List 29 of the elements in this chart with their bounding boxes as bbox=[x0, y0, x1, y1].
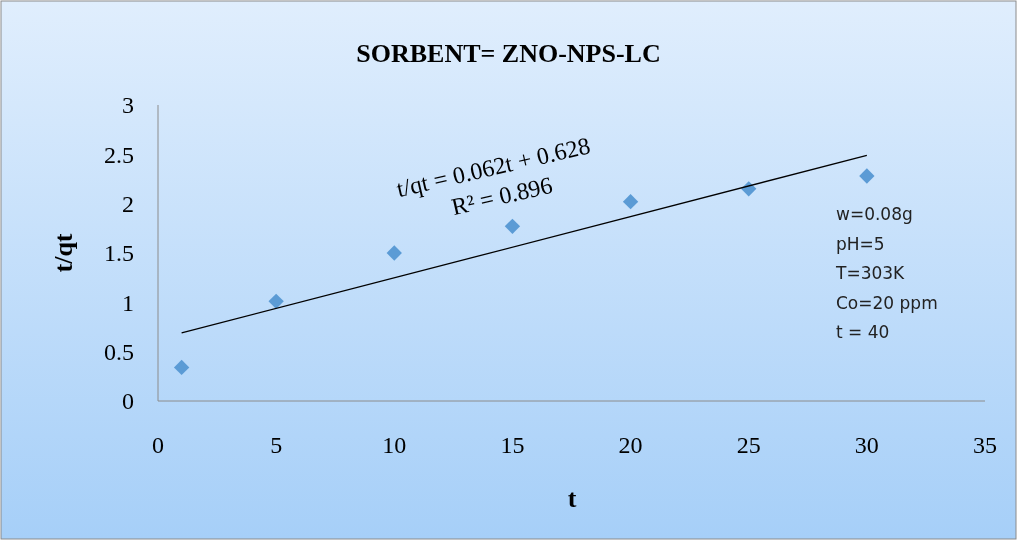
y-tick-label: 0.5 bbox=[104, 339, 134, 366]
annotation: w=0.08g bbox=[836, 204, 913, 224]
x-tick-label: 0 bbox=[152, 432, 164, 458]
x-tick-label: 25 bbox=[736, 432, 761, 458]
y-axis-title: t/qt bbox=[49, 233, 78, 273]
point bbox=[504, 218, 521, 235]
annotation: T=303K bbox=[835, 263, 906, 283]
y-tick-label: 1.5 bbox=[104, 240, 134, 267]
y-tick-label: 0 bbox=[122, 388, 134, 415]
x-axis-title: t bbox=[567, 484, 577, 513]
x-tick-label: 20 bbox=[618, 432, 643, 458]
point bbox=[268, 293, 284, 310]
chart-title: SORBENT= ZNO-NPS-LC bbox=[356, 39, 661, 68]
point bbox=[859, 168, 875, 184]
annotation: t = 40 bbox=[836, 322, 890, 342]
annotation: Co=20 ppm bbox=[836, 292, 938, 313]
point bbox=[386, 245, 402, 261]
x-tick-label: 15 bbox=[500, 432, 525, 458]
y-tick-label: 1 bbox=[122, 289, 134, 316]
point bbox=[622, 194, 639, 210]
y-tick-label: 2.5 bbox=[104, 141, 134, 168]
x-tick-label: 10 bbox=[382, 432, 407, 458]
annotation: pH=5 bbox=[836, 233, 885, 254]
x-tick-label: 35 bbox=[973, 432, 997, 458]
y-tick-label: 3 bbox=[122, 92, 134, 119]
y-tick-label: 2 bbox=[122, 191, 134, 218]
x-tick-label: 5 bbox=[270, 432, 283, 458]
point bbox=[173, 359, 190, 376]
x-tick-label: 30 bbox=[854, 432, 879, 458]
